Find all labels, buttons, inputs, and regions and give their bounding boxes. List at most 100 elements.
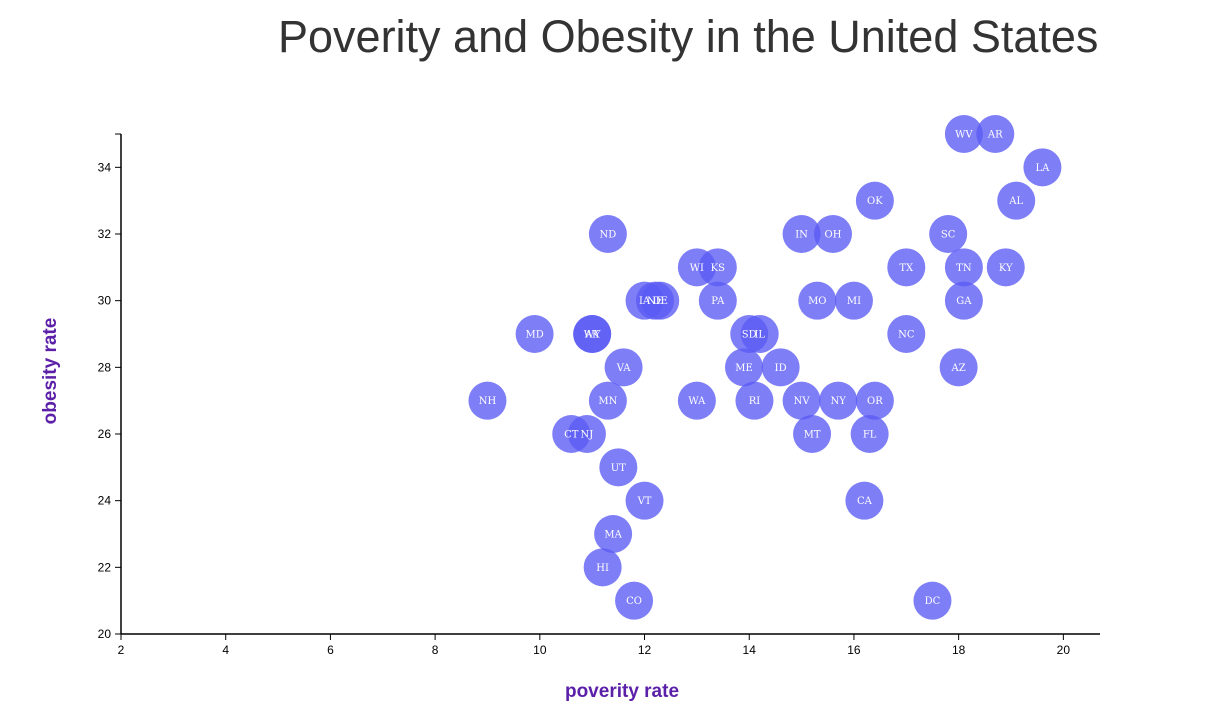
- y-tick-label: 30: [98, 294, 112, 308]
- state-point-il[interactable]: [740, 315, 779, 353]
- state-point-nv[interactable]: [782, 381, 821, 420]
- x-axis: 2 4 6 8 10 12 14 16 18 20: [118, 633, 1100, 657]
- state-point-de[interactable]: [641, 281, 680, 320]
- state-label-wa: WA: [688, 396, 706, 407]
- state-point-al[interactable]: [997, 181, 1036, 220]
- state-point-sc[interactable]: [929, 215, 968, 253]
- state-label-hi: HI: [596, 563, 609, 574]
- x-tick-label: 4: [222, 643, 229, 657]
- state-label-id: ID: [775, 363, 787, 374]
- state-point-ut[interactable]: [599, 448, 638, 487]
- state-label-il: IL: [754, 330, 765, 341]
- state-point-wy[interactable]: [573, 315, 612, 353]
- state-label-vt: VT: [637, 496, 652, 507]
- y-axis-ticks: 20 22 24 26 28 30 32 34: [98, 133, 121, 641]
- x-tick-label: 20: [1057, 643, 1071, 657]
- x-tick-label: 10: [533, 643, 547, 657]
- state-label-nj: NJ: [581, 430, 594, 441]
- state-label-ri: RI: [749, 396, 761, 407]
- state-label-mt: MT: [804, 430, 821, 441]
- x-tick-label: 18: [952, 643, 966, 657]
- state-point-ok[interactable]: [855, 181, 894, 220]
- state-point-ca[interactable]: [845, 481, 884, 520]
- state-point-wv[interactable]: [944, 115, 983, 153]
- state-point-tn[interactable]: [944, 248, 983, 287]
- y-tick-label: 22: [98, 560, 112, 574]
- state-point-ks[interactable]: [698, 248, 737, 287]
- x-tick-label: 14: [743, 643, 757, 657]
- state-point-nd[interactable]: [588, 215, 627, 253]
- y-tick-label: 24: [98, 494, 112, 508]
- state-label-tx: TX: [899, 263, 914, 274]
- state-label-ar: AR: [987, 130, 1003, 141]
- state-label-wv: WV: [955, 130, 973, 141]
- data-points: [468, 115, 1062, 620]
- state-label-me: ME: [735, 363, 753, 374]
- state-label-ca: CA: [857, 496, 873, 507]
- state-label-dc: DC: [925, 596, 941, 607]
- state-point-ny[interactable]: [819, 381, 858, 420]
- state-point-ri[interactable]: [735, 381, 774, 420]
- x-axis-ticks: 2 4 6 8 10 12 14 16 18 20: [118, 634, 1071, 657]
- state-label-nv: NV: [794, 396, 811, 407]
- state-point-mi[interactable]: [834, 281, 873, 320]
- state-point-nj[interactable]: [567, 415, 606, 453]
- state-point-ga[interactable]: [944, 281, 983, 320]
- state-point-nh[interactable]: [468, 381, 507, 420]
- state-label-ny: NY: [831, 396, 847, 407]
- state-label-ok: OK: [867, 196, 883, 207]
- state-point-hi[interactable]: [583, 548, 622, 587]
- state-label-la: LA: [1035, 163, 1050, 174]
- state-point-fl[interactable]: [850, 415, 889, 453]
- state-label-ne: NE: [647, 296, 663, 307]
- state-label-sc: SC: [941, 230, 956, 241]
- state-point-ar[interactable]: [976, 115, 1015, 153]
- state-point-pa[interactable]: [698, 281, 737, 320]
- state-point-ma[interactable]: [594, 515, 633, 553]
- x-tick-label: 8: [432, 643, 439, 657]
- y-tick-label: 32: [98, 227, 112, 241]
- x-tick-label: 6: [327, 643, 334, 657]
- state-point-mt[interactable]: [793, 415, 832, 453]
- state-label-az: AZ: [951, 363, 966, 374]
- y-tick-label: 20: [98, 627, 112, 641]
- state-point-in[interactable]: [782, 215, 821, 253]
- state-label-or: OR: [867, 396, 883, 407]
- state-point-wa[interactable]: [677, 381, 716, 420]
- state-point-az[interactable]: [939, 348, 978, 387]
- y-axis: 20 22 24 26 28 30 32 34: [98, 133, 122, 641]
- state-label-ia: IA: [639, 296, 651, 307]
- state-label-mi: MI: [847, 296, 861, 307]
- state-label-nd: ND: [599, 230, 616, 241]
- state-point-me[interactable]: [725, 348, 763, 387]
- chart-title: Poverity and Obesity in the United State…: [278, 11, 1099, 62]
- state-point-vt[interactable]: [625, 481, 664, 520]
- x-tick-label: 16: [847, 643, 861, 657]
- state-label-mn: MN: [598, 396, 617, 407]
- state-point-mn[interactable]: [588, 381, 627, 420]
- state-point-ky[interactable]: [986, 248, 1025, 287]
- state-point-md[interactable]: [515, 315, 554, 353]
- state-point-oh[interactable]: [814, 215, 852, 253]
- state-point-or[interactable]: [855, 381, 894, 420]
- state-point-va[interactable]: [604, 348, 643, 387]
- state-label-ks: KS: [711, 263, 725, 274]
- x-axis-title: poverity rate: [565, 681, 679, 702]
- state-label-nc: NC: [898, 330, 915, 341]
- state-point-id[interactable]: [761, 348, 800, 387]
- state-label-tn: TN: [956, 263, 972, 274]
- y-tick-label: 28: [98, 360, 112, 374]
- x-tick-label: 12: [638, 643, 652, 657]
- y-tick-label: 26: [98, 427, 112, 441]
- state-label-ut: UT: [611, 463, 626, 474]
- y-axis-title: obesity rate: [40, 318, 61, 425]
- state-label-fl: FL: [863, 430, 877, 441]
- state-point-co[interactable]: [615, 581, 654, 620]
- state-point-tx[interactable]: [887, 248, 926, 287]
- state-point-mo[interactable]: [798, 281, 837, 320]
- state-label-sd: SD: [742, 330, 757, 341]
- state-point-la[interactable]: [1023, 148, 1062, 187]
- state-point-nc[interactable]: [887, 315, 926, 353]
- state-point-dc[interactable]: [913, 581, 952, 620]
